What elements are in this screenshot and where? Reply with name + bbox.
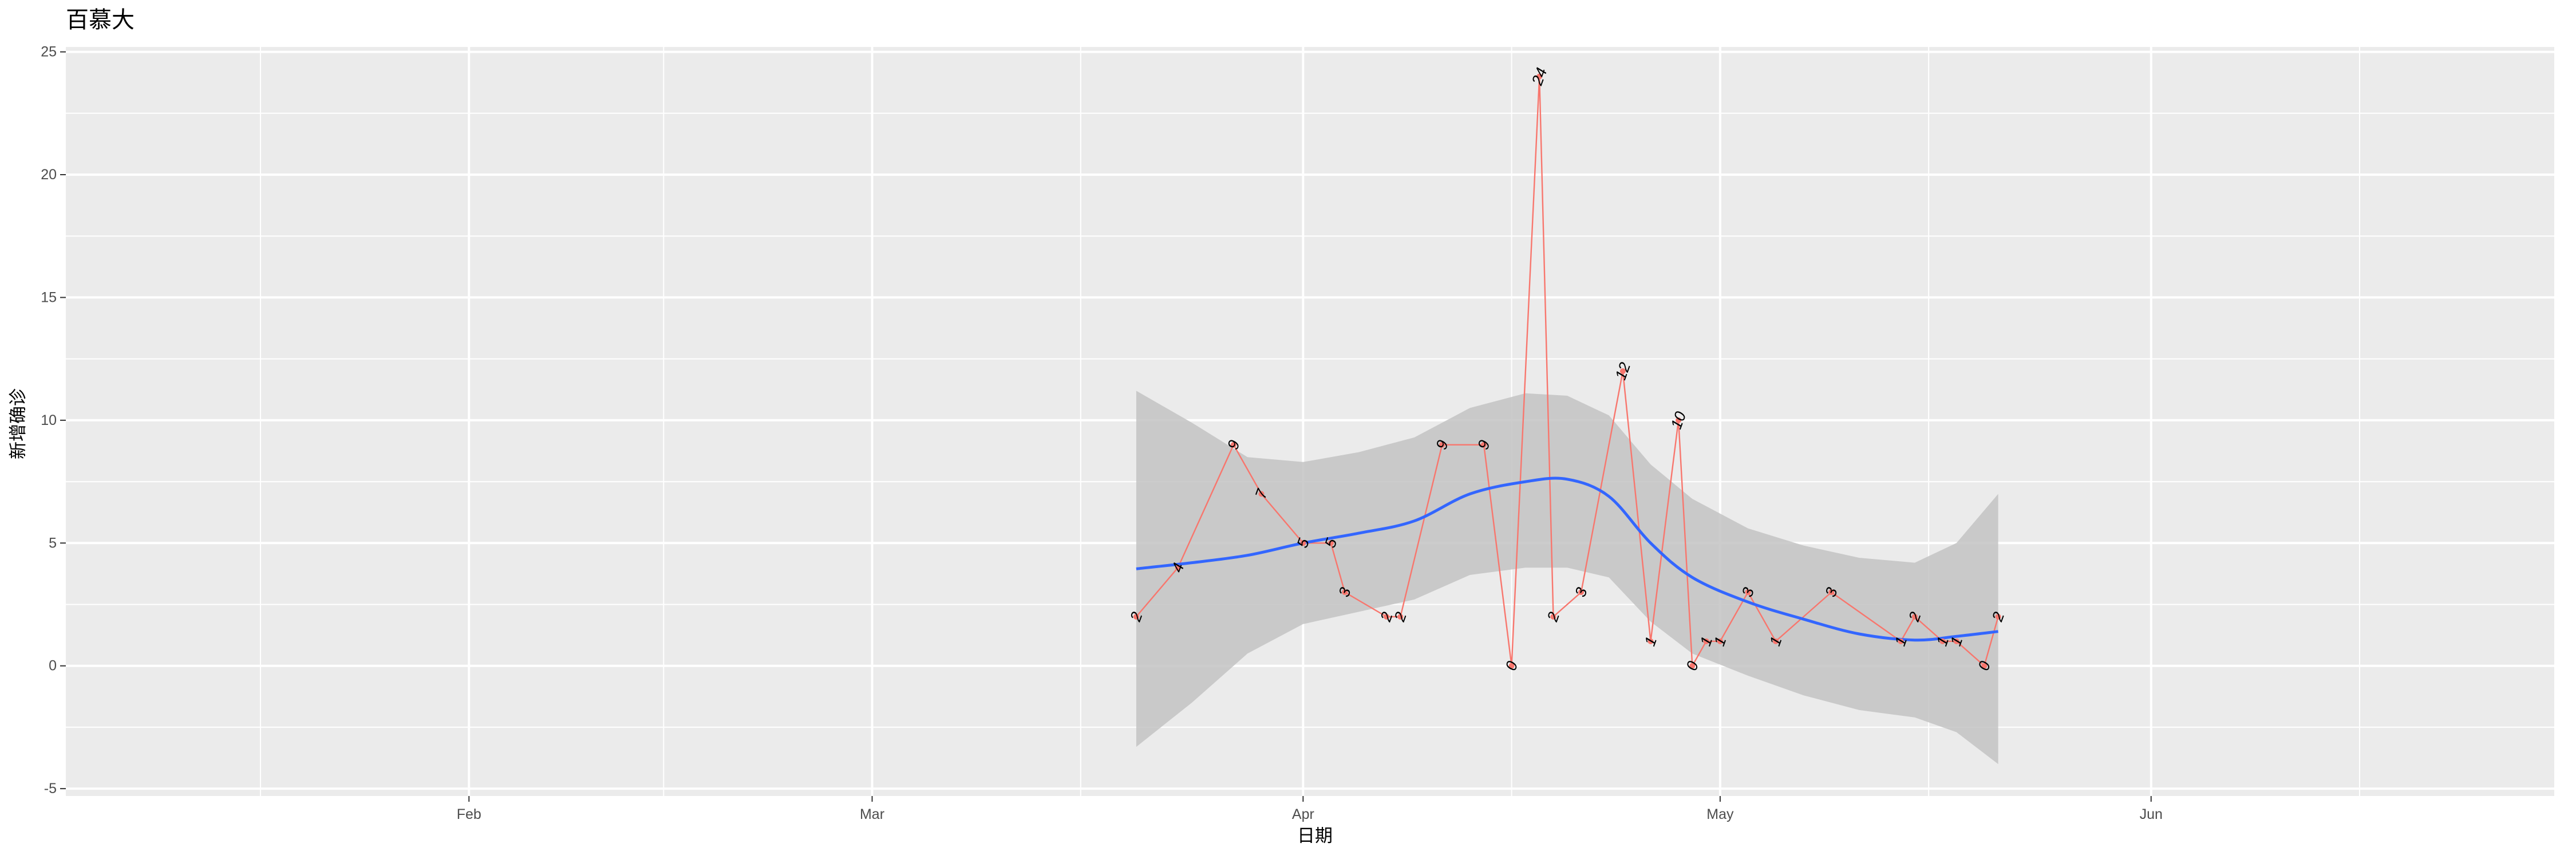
data-point <box>1508 663 1515 669</box>
y-tick-label: 25 <box>41 44 57 60</box>
data-point <box>1439 442 1445 448</box>
data-point <box>1619 368 1626 375</box>
data-point <box>1384 613 1390 620</box>
series-line <box>1135 76 1999 668</box>
confidence-ribbon <box>1136 391 1998 765</box>
data-point <box>1911 613 1918 620</box>
y-tick-label: 5 <box>49 535 57 551</box>
y-axis: -5 0 5 10 15 20 25 <box>41 44 66 797</box>
x-tick-label: Mar <box>860 806 884 822</box>
x-tick-label: Jun <box>2140 806 2163 822</box>
data-point <box>1953 638 1959 644</box>
data-point <box>1536 73 1543 80</box>
x-axis: Feb Mar Apr May Jun <box>457 796 2163 822</box>
data-point <box>1300 540 1306 546</box>
data-points <box>1133 73 2001 669</box>
plot-panel <box>66 47 2554 796</box>
data-point <box>1397 613 1404 620</box>
data-point <box>1898 638 1904 644</box>
x-axis-title: 日期 <box>1297 826 1333 846</box>
data-point <box>1327 540 1334 546</box>
data-point <box>1828 589 1835 596</box>
data-point <box>1133 613 1139 620</box>
y-tick-label: 15 <box>41 289 57 305</box>
data-point <box>1689 663 1696 669</box>
data-point <box>1578 589 1585 596</box>
x-tick-label: May <box>1706 806 1734 822</box>
data-point <box>1773 638 1779 644</box>
y-tick-label: -5 <box>44 781 57 797</box>
data-point <box>1342 589 1348 596</box>
data-point <box>1717 638 1723 644</box>
y-tick-label: 20 <box>41 167 57 183</box>
data-point <box>1258 491 1265 497</box>
data-point <box>1939 638 1946 644</box>
y-tick-label: 0 <box>49 658 57 674</box>
data-point <box>1981 663 1988 669</box>
data-point <box>1230 442 1236 448</box>
x-tick-label: Apr <box>1292 806 1314 822</box>
data-line <box>1135 76 1999 668</box>
chart-title: 百慕大 <box>66 7 135 33</box>
data-point <box>1676 417 1682 423</box>
data-point <box>1175 565 1181 571</box>
data-point <box>1481 442 1487 448</box>
data-point <box>1703 638 1709 644</box>
x-tick-label: Feb <box>457 806 481 822</box>
data-point <box>1995 613 2001 620</box>
data-point <box>1550 613 1556 620</box>
minor-gridlines <box>66 47 2554 796</box>
y-axis-title: 新增确诊 <box>8 388 29 459</box>
smooth-curve <box>1136 476 1998 642</box>
data-point <box>1745 589 1751 596</box>
y-tick-label: 10 <box>41 412 57 428</box>
smooth-line <box>1136 476 1998 642</box>
major-gridlines <box>66 47 2554 796</box>
confidence-band <box>1136 391 1998 765</box>
data-point <box>1647 638 1654 644</box>
